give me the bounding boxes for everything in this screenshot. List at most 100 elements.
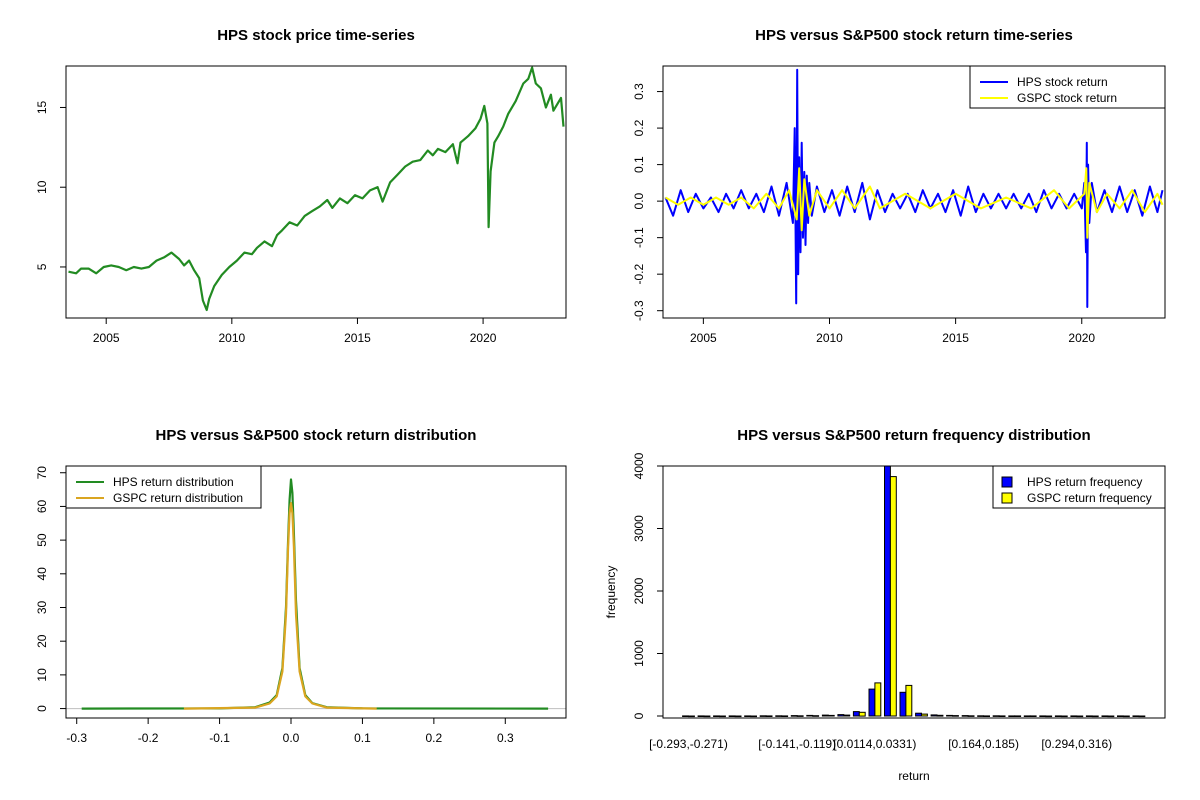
series-line <box>664 68 1164 308</box>
bar <box>775 715 783 717</box>
bar <box>1014 715 1022 718</box>
x-tick-label: 2015 <box>942 331 969 345</box>
y-tick-label: 10 <box>35 668 49 682</box>
legend-swatch <box>1001 492 1013 504</box>
bar <box>961 715 969 717</box>
x-tick-label: 2010 <box>816 331 843 345</box>
y-tick-label: 30 <box>35 601 49 615</box>
bar <box>899 691 907 717</box>
legend-label: HPS return distribution <box>113 475 234 489</box>
legend-box <box>992 465 1166 509</box>
bar <box>697 715 705 718</box>
y-tick-label: 20 <box>35 634 49 648</box>
y-tick-label: 0.3 <box>632 83 646 100</box>
chart-title: HPS stock price time-series <box>217 27 415 44</box>
bar <box>998 715 1006 718</box>
chart-density: HPS versus S&P500 stock return distribut… <box>35 427 567 745</box>
plot-area <box>664 68 1164 308</box>
y-tick-label: 4000 <box>632 452 646 479</box>
y-tick-label: 10 <box>35 180 49 194</box>
chart-price: HPS stock price time-series 2005 2010 2015 2… <box>35 27 567 345</box>
bar <box>930 714 938 717</box>
legend: HPS return frequency GSPC return frequenc… <box>992 465 1166 509</box>
plot-frame <box>65 65 567 319</box>
bar <box>744 715 752 718</box>
legend-item: GSPC return frequency <box>1001 491 1152 505</box>
bar <box>889 476 897 717</box>
bar <box>765 715 773 718</box>
series-line <box>81 478 549 710</box>
bar <box>852 711 860 717</box>
x-tick-label: [0.0114,0.0331) <box>833 737 916 751</box>
bar <box>688 715 695 718</box>
bar <box>952 715 959 717</box>
y-axis-label: frequency <box>604 566 618 619</box>
x-tick-label: 2005 <box>690 331 717 345</box>
bar <box>868 688 876 717</box>
bar <box>1101 715 1109 718</box>
x-tick-label: -0.1 <box>209 731 230 745</box>
bar <box>682 715 689 718</box>
x-axis-label: return <box>898 769 929 783</box>
bar <box>946 714 953 717</box>
legend-swatch <box>1001 476 1013 488</box>
x-tick-label: 2005 <box>93 331 120 345</box>
bar <box>1138 715 1146 718</box>
bar <box>1091 715 1099 718</box>
plot-frame <box>662 465 1166 719</box>
y-tick-label: 40 <box>35 567 49 581</box>
bar <box>790 715 798 717</box>
bar <box>921 713 928 717</box>
bar <box>967 715 975 717</box>
x-tick-label: [0.164,0.185) <box>948 737 1019 751</box>
bar <box>734 715 742 718</box>
bar <box>728 715 736 718</box>
bar <box>858 711 866 717</box>
y-tick-label: 70 <box>35 466 49 480</box>
bar <box>713 715 720 718</box>
plot-area <box>66 478 566 710</box>
plot-area <box>68 66 565 312</box>
plot-frame <box>65 465 567 719</box>
series-line <box>183 502 377 710</box>
x-tick-label: -0.3 <box>66 731 87 745</box>
bar <box>983 715 990 718</box>
legend-label: GSPC stock return <box>1017 91 1117 105</box>
y-tick-label: 50 <box>35 533 49 547</box>
bar <box>796 715 804 717</box>
chart-returns: HPS versus S&P500 stock return time-seri… <box>632 27 1166 345</box>
bar <box>1054 715 1062 718</box>
y-tick-label: -0.3 <box>632 300 646 321</box>
bar <box>1122 715 1130 718</box>
legend-item: HPS return distribution <box>76 475 234 489</box>
x-tick-label: [-0.293,-0.271) <box>649 737 728 751</box>
y-tick-label: 15 <box>35 100 49 114</box>
legend-label: GSPC return distribution <box>113 491 243 505</box>
x-tick-label: -0.2 <box>138 731 159 745</box>
y-tick-label: 2000 <box>632 577 646 604</box>
x-tick-label: [0.294,0.316) <box>1041 737 1112 751</box>
bar <box>884 465 891 717</box>
bar <box>837 714 845 717</box>
bar <box>1117 715 1124 718</box>
chart-title: HPS versus S&P500 return frequency distr… <box>737 427 1090 444</box>
chart-title: HPS versus S&P500 stock return distribut… <box>156 427 477 444</box>
bar <box>905 684 913 717</box>
x-tick-label: 2020 <box>1068 331 1095 345</box>
legend-label: HPS stock return <box>1017 75 1108 89</box>
y-tick-label: 5 <box>35 263 49 270</box>
legend-item: GSPC return distribution <box>76 491 243 505</box>
bar <box>719 715 726 718</box>
bar <box>992 715 1000 717</box>
legend-label: HPS return frequency <box>1027 475 1142 489</box>
x-tick-label: 2015 <box>344 331 371 345</box>
bar <box>781 715 789 718</box>
y-tick-label: 3000 <box>632 515 646 542</box>
legend-item: GSPC stock return <box>980 91 1117 105</box>
bar <box>1132 715 1140 718</box>
x-tick-label: 0.1 <box>354 731 371 745</box>
bar <box>1076 715 1084 718</box>
x-tick-label: 0.3 <box>497 731 514 745</box>
legend-item: HPS return frequency <box>1001 475 1142 489</box>
legend-box <box>969 65 1166 109</box>
